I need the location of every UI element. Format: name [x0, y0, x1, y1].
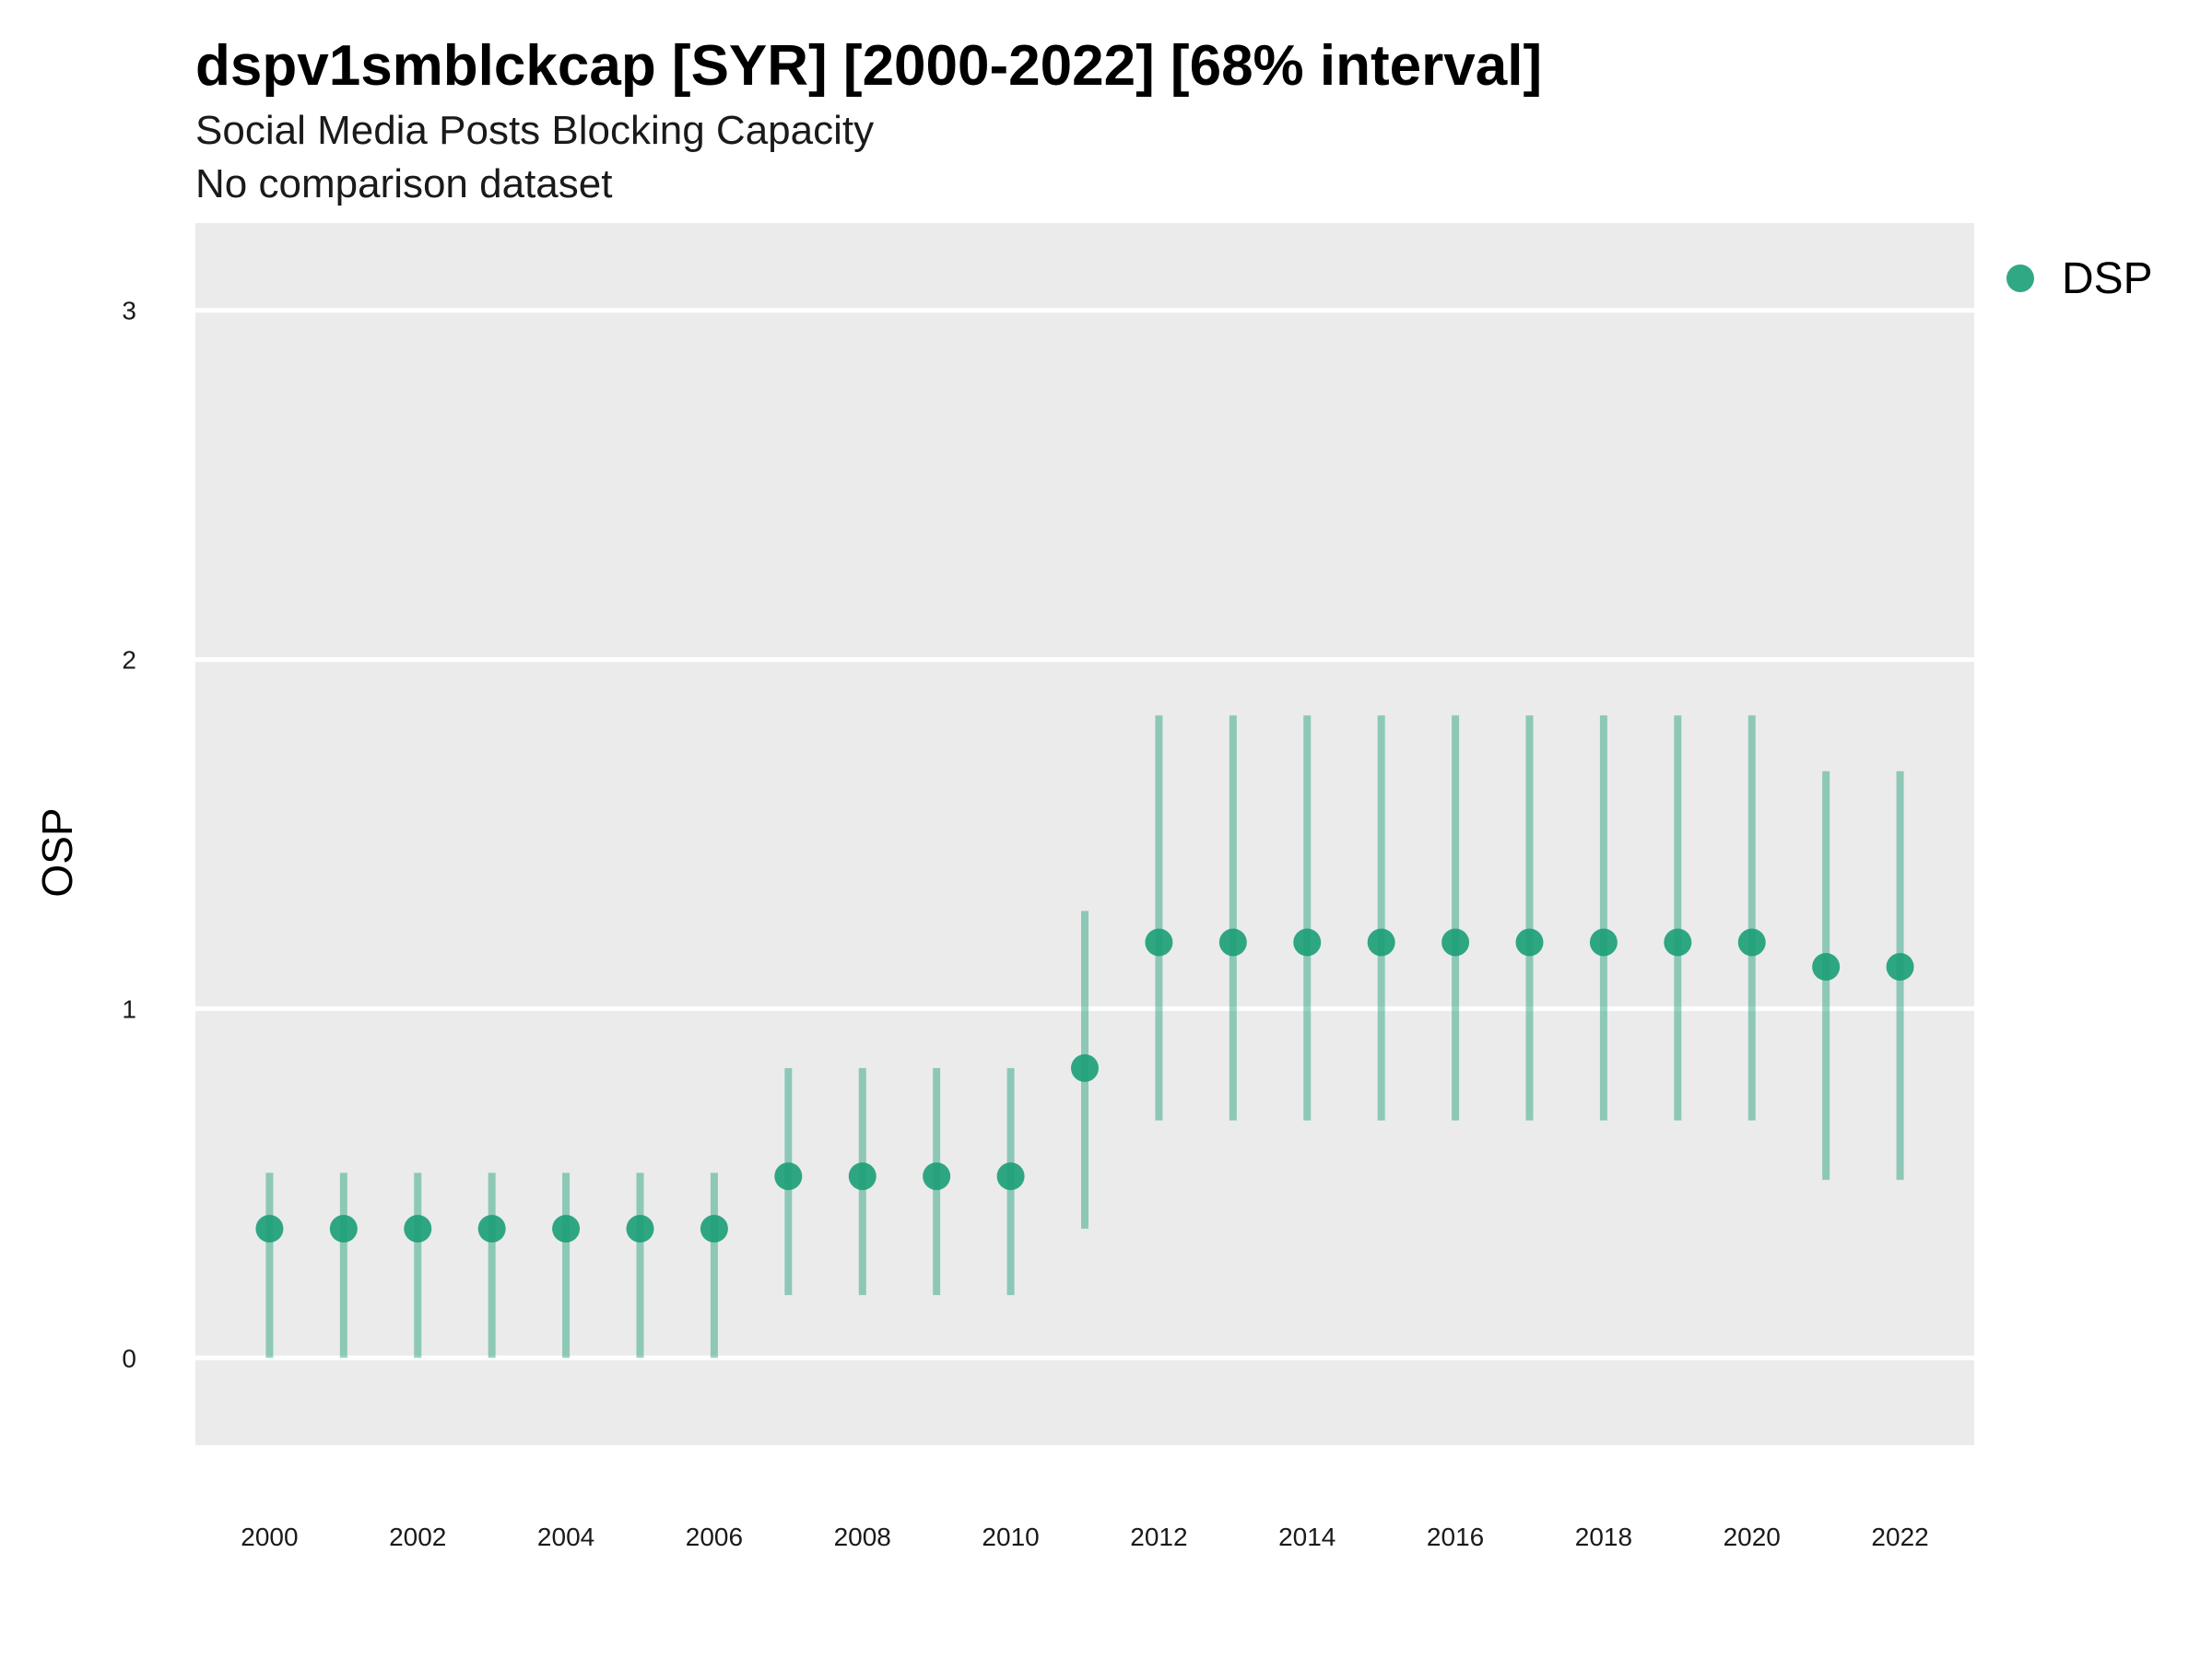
data-point-2016 [1441, 928, 1470, 957]
data-point-2021 [1812, 952, 1841, 981]
data-point-2007 [774, 1162, 803, 1191]
chart-subtitle: Social Media Posts Blocking Capacity [195, 108, 874, 153]
legend-label: DSP [2062, 254, 2153, 303]
grid-lines [195, 308, 1974, 1360]
x-tick-label-2016: 2016 [1427, 1523, 1484, 1551]
legend: DSP [2006, 254, 2153, 303]
chart-title: dspv1smblckcap [SYR] [2000-2022] [68% in… [195, 34, 1542, 98]
data-point-2011 [1071, 1053, 1099, 1082]
chart-subtitle-secondary: No comparison dataset [195, 161, 612, 206]
x-tick-label-2020: 2020 [1724, 1523, 1781, 1551]
data-point-2020 [1737, 928, 1766, 957]
data-point-2001 [329, 1215, 358, 1243]
y-tick-label-3: 3 [122, 297, 136, 325]
x-tick-label-2008: 2008 [834, 1523, 891, 1551]
data-point-2017 [1515, 928, 1544, 957]
y-tick-label-1: 1 [122, 994, 136, 1023]
y-axis-ticks: 0 1 2 3 [122, 297, 136, 1373]
data-point-2008 [848, 1162, 877, 1191]
data-point-2004 [552, 1215, 581, 1243]
data-point-2019 [1664, 928, 1692, 957]
data-point-2013 [1218, 928, 1247, 957]
data-point-2000 [255, 1215, 284, 1243]
x-tick-label-2006: 2006 [686, 1523, 743, 1551]
x-tick-label-2000: 2000 [241, 1523, 298, 1551]
data-point-2003 [477, 1215, 506, 1243]
y-axis-title: OSP [33, 807, 81, 897]
data-point-2018 [1589, 928, 1618, 957]
y-tick-label-0: 0 [122, 1344, 136, 1372]
x-tick-label-2014: 2014 [1278, 1523, 1335, 1551]
data-point-2006 [700, 1215, 728, 1243]
x-axis-ticks: 2000 2002 2004 2006 2008 2010 2012 2014 2016 2018… [241, 1523, 1928, 1551]
x-tick-label-2002: 2002 [389, 1523, 446, 1551]
x-tick-label-2010: 2010 [982, 1523, 1039, 1551]
data-point-2010 [996, 1162, 1025, 1191]
legend-marker [2006, 265, 2034, 292]
data-point-2009 [923, 1162, 951, 1191]
data-points [255, 928, 1914, 1243]
x-tick-label-2012: 2012 [1130, 1523, 1187, 1551]
plot-panel [195, 223, 1974, 1445]
data-point-2022 [1886, 952, 1914, 981]
x-tick-label-2018: 2018 [1575, 1523, 1632, 1551]
x-tick-label-2004: 2004 [537, 1523, 594, 1551]
x-tick-label-2022: 2022 [1871, 1523, 1928, 1551]
data-point-2015 [1367, 928, 1395, 957]
y-tick-label-2: 2 [122, 646, 136, 675]
data-point-2012 [1145, 928, 1173, 957]
data-point-2002 [404, 1215, 432, 1243]
data-point-2014 [1293, 928, 1322, 957]
data-point-2005 [626, 1215, 654, 1243]
